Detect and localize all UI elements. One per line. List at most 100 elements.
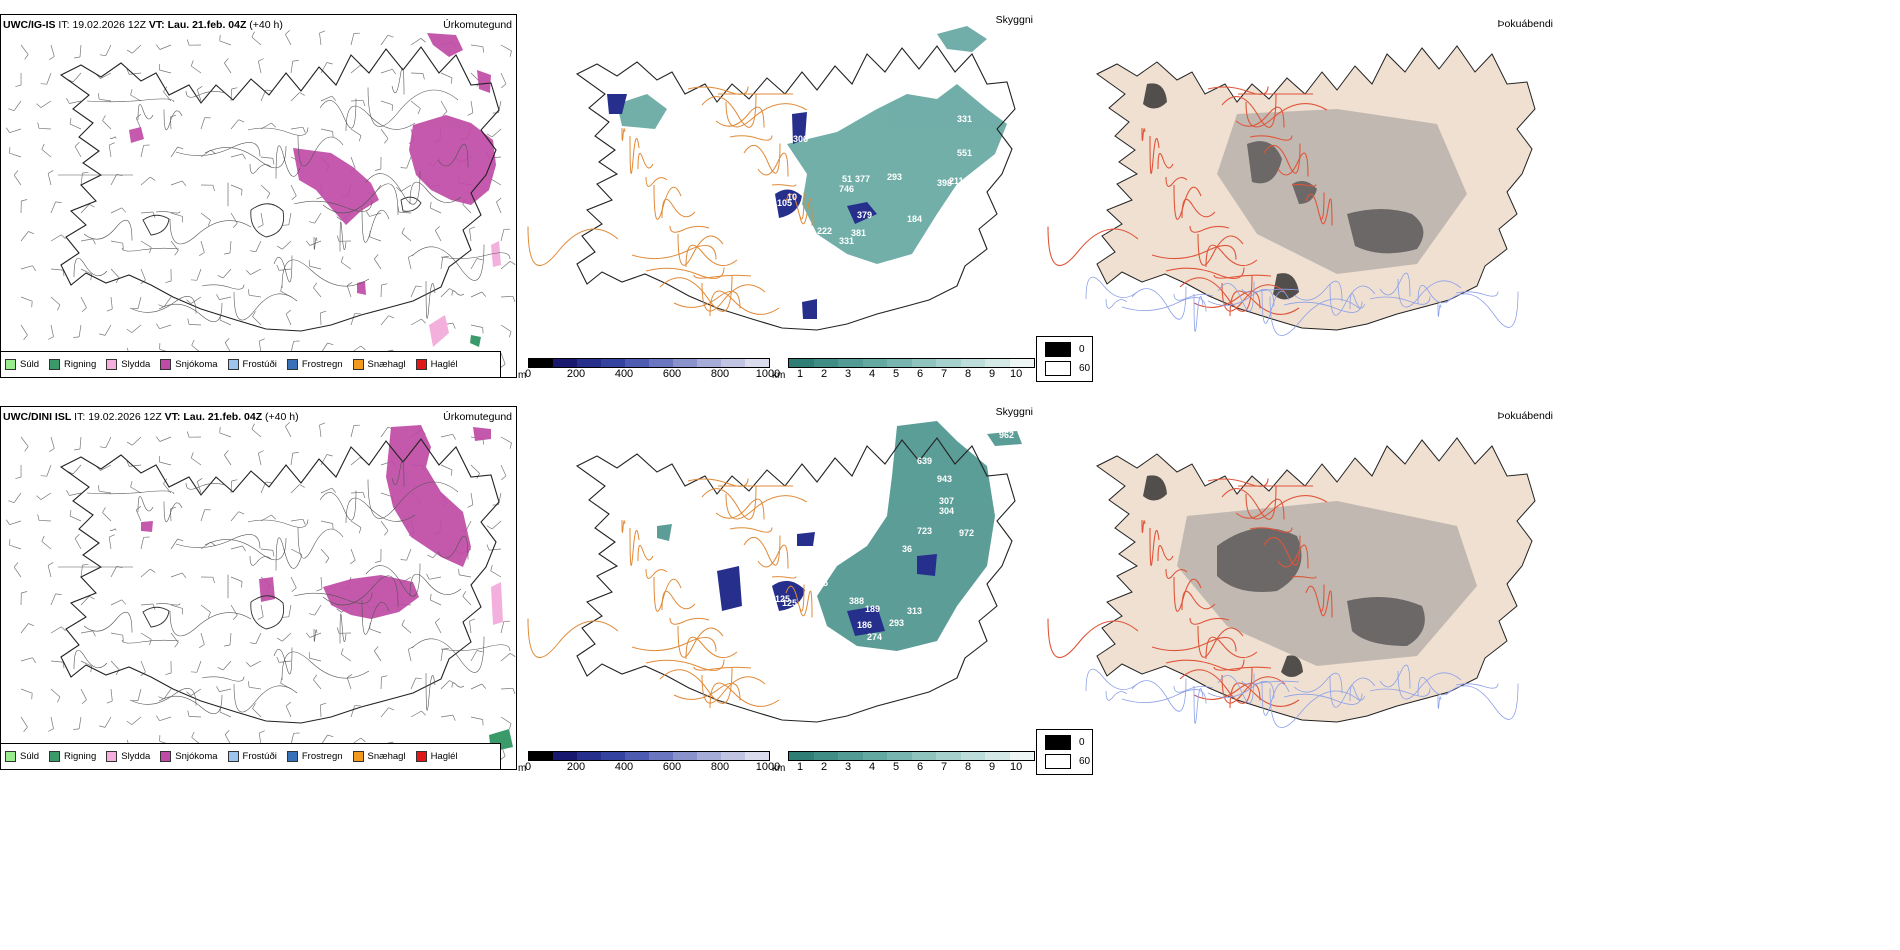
legend-swatch: [106, 751, 118, 762]
cloudbase-unit: m: [518, 370, 527, 381]
legend-item: Slydda: [106, 751, 150, 762]
legend-swatch: [286, 751, 298, 762]
precip-map-ig: [6, 30, 516, 377]
road-network: [527, 478, 813, 709]
legend-swatch: [5, 751, 16, 762]
fog-map-ig: [1047, 45, 1536, 336]
legend-label: Snæhagl: [367, 751, 406, 762]
contour-lines: [58, 67, 511, 323]
header: UWC/IG-IS IT: 19.02.2026 12Z VT: Lau. 21…: [3, 19, 283, 31]
colorbar-tick: 2: [820, 761, 828, 773]
visibility-value-label: 388: [849, 596, 864, 606]
fog-panel-dini: Þokuábendi: [1037, 406, 1557, 770]
ice-cap-outline: [142, 595, 285, 630]
cloudbase-colorbar: m 0 200 400 600 800 1000: [518, 356, 780, 384]
rivers: [1085, 272, 1519, 336]
colorbar-tick: 6: [916, 761, 924, 773]
cloudbase-colorbar: m 0 200 400 600 800 1000: [518, 749, 780, 777]
colorbar-segment: [577, 359, 601, 367]
colorbar-tick: 400: [614, 761, 634, 773]
visibility-colorbar: km 1 2 3 4 5 6 7 8 9 10: [772, 749, 1035, 777]
colorbar-tick: 4: [868, 368, 876, 380]
legend-item: Rigning: [49, 359, 96, 370]
colorbar-segment: [911, 359, 936, 367]
ice-cap-outline: [142, 196, 422, 238]
colorbar-tick: 5: [892, 368, 900, 380]
legend-swatch: [352, 751, 364, 762]
rivers: [1085, 664, 1519, 728]
fog-index-dark: [1143, 475, 1425, 677]
visibility-value-label: 304: [939, 506, 954, 516]
colorbar-tick: 3: [844, 368, 852, 380]
colorbar-tick: 5: [892, 761, 900, 773]
visibility-value-label: 313: [907, 606, 922, 616]
colorbar-segment: [697, 359, 721, 367]
visibility-value-label: 895: [813, 578, 828, 588]
colorbar-segment: [887, 752, 912, 760]
colorbar-segment: [838, 359, 863, 367]
colorbar-segment: [553, 359, 577, 367]
legend-item: Frostregn: [286, 359, 343, 370]
legend-swatch: [352, 359, 364, 370]
fog-low-label: 60: [1079, 363, 1091, 374]
colorbar-segment: [601, 359, 625, 367]
colorbar-segment: [838, 752, 863, 760]
visibility-value-label: 293: [887, 172, 902, 182]
visibility-unit: km: [772, 763, 786, 774]
sleet-spots: [429, 241, 501, 347]
visibility-value-label: 943: [937, 474, 952, 484]
visibility-value-label: 398: [937, 178, 952, 188]
colorbar-tick: 9: [989, 761, 996, 773]
sleet-spots: [491, 582, 503, 625]
colorbar-segment: [721, 359, 745, 367]
fog-legend: 0 60: [1036, 336, 1093, 382]
colorbar-segment: [1009, 752, 1034, 760]
cloudbase-unit: m: [518, 763, 527, 774]
colorbar-tick: 1: [796, 761, 804, 773]
legend-label: Snæhagl: [367, 359, 406, 370]
colorbar-tick: 2: [820, 368, 828, 380]
low-visibility-areas: [617, 26, 1007, 264]
legend-label: Súld: [20, 359, 40, 370]
contour-lines: [58, 459, 511, 715]
visibility-value-label: 377: [855, 174, 870, 184]
legend-item: Slydda: [106, 359, 150, 370]
visibility-value-label: 293: [889, 618, 904, 628]
visibility-unit: km: [772, 370, 786, 381]
colorbar-tick: 800: [710, 761, 730, 773]
precip-legend: Súld Rigning Slydda Snjókoma Frostúði Frostre…: [1, 351, 501, 377]
visibility-value-label: 306: [793, 134, 808, 144]
visibility-value-label: 307: [939, 496, 954, 506]
panel-title: Úrkomutegund: [443, 19, 512, 31]
legend-item: Snæhagl: [352, 751, 406, 762]
iceland-coastline: [59, 438, 500, 724]
iceland-coastline: [59, 46, 500, 332]
colorbar-segment: [529, 752, 553, 760]
fog-index-grey: [1177, 501, 1477, 666]
visibility-value-label: 211: [949, 176, 964, 186]
visibility-value-label: 36: [902, 544, 912, 554]
legend-item: Snjókoma: [160, 751, 218, 762]
legend-label: Haglél: [430, 751, 458, 762]
colorbar-tick: 4: [868, 761, 876, 773]
visibility-value-label: 381: [851, 228, 866, 238]
colorbar-tick: 1000: [755, 761, 781, 773]
legend-swatch: [160, 359, 172, 370]
colorbar-tick: 800: [710, 368, 730, 380]
colorbar-segment: [1009, 359, 1034, 367]
visibility-value-label: 746: [839, 184, 854, 194]
colorbar-segment: [745, 359, 769, 367]
legend-label: Súld: [20, 751, 40, 762]
legend-item: Súld: [5, 751, 39, 762]
colorbar-segment: [721, 752, 745, 760]
colorbar-tick: 1000: [755, 368, 781, 380]
road-network: [1047, 478, 1333, 709]
colorbar-tick: 10: [1009, 761, 1023, 773]
colorbar-tick: 600: [662, 368, 682, 380]
visibility-value-label: 51: [842, 174, 852, 184]
legend-swatch: [227, 359, 239, 370]
fog-high-label: 0: [1079, 737, 1085, 748]
iceland-coastline: [575, 437, 1016, 723]
